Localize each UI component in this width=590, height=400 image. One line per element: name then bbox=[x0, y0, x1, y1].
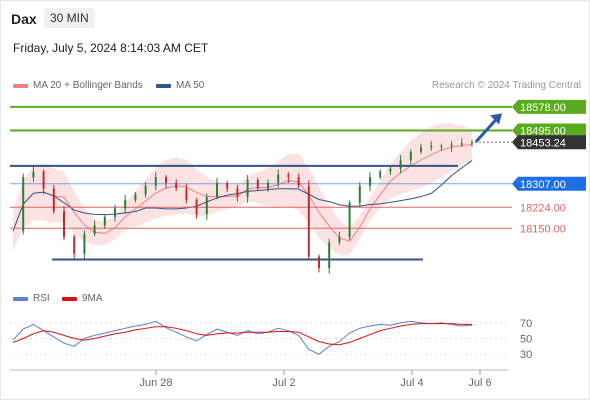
candle-body bbox=[165, 177, 167, 183]
candle-body bbox=[460, 143, 463, 145]
level-label-18224.00: 18224.00 bbox=[520, 202, 566, 214]
instrument-title: Dax bbox=[11, 11, 37, 27]
candle-body bbox=[103, 216, 106, 226]
candle-body bbox=[369, 177, 371, 186]
candle-body bbox=[287, 174, 290, 178]
x-tick-label: Jul 4 bbox=[400, 377, 423, 389]
legend-ma20-label: MA 20 + Bollinger Bands bbox=[33, 80, 143, 91]
candles bbox=[22, 138, 473, 274]
candle-body bbox=[409, 151, 412, 161]
level-label-18495.00: 18495.00 bbox=[520, 125, 566, 137]
datetime-label: Friday, July 5, 2024 8:14:03 AM CET bbox=[13, 41, 209, 55]
candle-body bbox=[52, 188, 55, 212]
rsi-swatch bbox=[13, 296, 28, 301]
ma20-swatch bbox=[13, 83, 28, 88]
candle-body bbox=[93, 225, 96, 234]
timeframe-badge[interactable]: 30 MIN bbox=[44, 8, 95, 28]
level-label-18453.24: 18453.24 bbox=[520, 137, 566, 149]
rsi-panel: 70 50 30 bbox=[10, 318, 532, 361]
bollinger-fill bbox=[13, 123, 472, 256]
candle-body bbox=[175, 182, 178, 189]
candle-body bbox=[318, 256, 320, 268]
level-tag-18453.24 bbox=[512, 135, 586, 150]
candle-body bbox=[83, 233, 86, 254]
rsi-tick-50: 50 bbox=[520, 334, 532, 346]
candle-body bbox=[399, 160, 402, 169]
projection-head bbox=[490, 113, 502, 125]
candle-body bbox=[154, 177, 157, 186]
candle-body bbox=[42, 171, 45, 189]
rsi-series-9MA bbox=[12, 323, 472, 346]
candle-body bbox=[73, 236, 76, 254]
candle-body bbox=[307, 185, 310, 257]
candle-body bbox=[358, 185, 361, 203]
candle-body bbox=[32, 171, 35, 178]
candle-body bbox=[471, 142, 473, 144]
projection-arrow bbox=[474, 113, 502, 143]
x-tick-label: Jun 28 bbox=[139, 377, 172, 389]
level-label-18578.00: 18578.00 bbox=[520, 102, 566, 114]
candle-body bbox=[420, 147, 422, 152]
candle-body bbox=[216, 182, 218, 198]
candle-body bbox=[195, 199, 198, 215]
rsi-tick-70: 70 bbox=[520, 318, 532, 330]
candle-body bbox=[297, 177, 300, 186]
candle-body bbox=[440, 146, 443, 148]
candle-body bbox=[430, 146, 433, 148]
candle-body bbox=[328, 242, 331, 268]
level-label-18150.00: 18150.00 bbox=[520, 223, 566, 235]
candle-body bbox=[450, 144, 453, 147]
ma50-line bbox=[12, 160, 473, 232]
legend-rsi-label: RSI bbox=[33, 293, 50, 304]
candle-body bbox=[63, 211, 65, 237]
projection-shaft bbox=[474, 116, 500, 143]
candle-body bbox=[267, 182, 269, 189]
candle-body bbox=[246, 180, 249, 198]
candle-body bbox=[124, 199, 127, 209]
price-levels bbox=[10, 105, 512, 229]
candle-body bbox=[379, 171, 382, 178]
legend-ma50: MA 50 bbox=[156, 80, 204, 91]
candle-body bbox=[277, 174, 280, 183]
ma9-swatch bbox=[62, 296, 77, 301]
candle-body bbox=[256, 180, 259, 189]
credit-text: Research © 2024 Trading Central bbox=[431, 80, 581, 91]
candle-body bbox=[185, 188, 188, 200]
candle-body bbox=[205, 197, 208, 215]
candle-body bbox=[114, 208, 116, 217]
level-tag-18495.00 bbox=[512, 123, 586, 138]
ma50-swatch bbox=[156, 83, 171, 88]
candle-body bbox=[144, 185, 147, 195]
candle-body bbox=[389, 168, 392, 172]
legend-9ma: 9MA bbox=[62, 293, 103, 304]
legend-ma20: MA 20 + Bollinger Bands bbox=[13, 80, 143, 91]
candle-body bbox=[236, 188, 239, 198]
legend-9ma-label: 9MA bbox=[82, 293, 103, 304]
x-axis: Jun 28 Jul 2 Jul 4 Jul 6 bbox=[10, 369, 508, 389]
rsi-series-RSI bbox=[12, 320, 473, 355]
x-tick-label: Jul 6 bbox=[468, 377, 491, 389]
candle-body bbox=[348, 202, 351, 237]
bollinger-bands bbox=[13, 123, 472, 256]
candle-body bbox=[338, 236, 341, 243]
level-label-18307.00: 18307.00 bbox=[520, 179, 566, 191]
rsi-tick-30: 30 bbox=[520, 349, 532, 361]
level-tag-18307.00 bbox=[512, 176, 586, 191]
trend-lines bbox=[10, 164, 458, 261]
candle-body bbox=[22, 177, 25, 232]
x-tick-label: Jul 2 bbox=[272, 377, 295, 389]
legend-ma50-label: MA 50 bbox=[176, 80, 205, 91]
candle-body bbox=[134, 194, 137, 200]
legend-rsi: RSI bbox=[13, 293, 50, 304]
level-tag-18578.00 bbox=[512, 99, 586, 114]
candle-body bbox=[226, 182, 229, 189]
